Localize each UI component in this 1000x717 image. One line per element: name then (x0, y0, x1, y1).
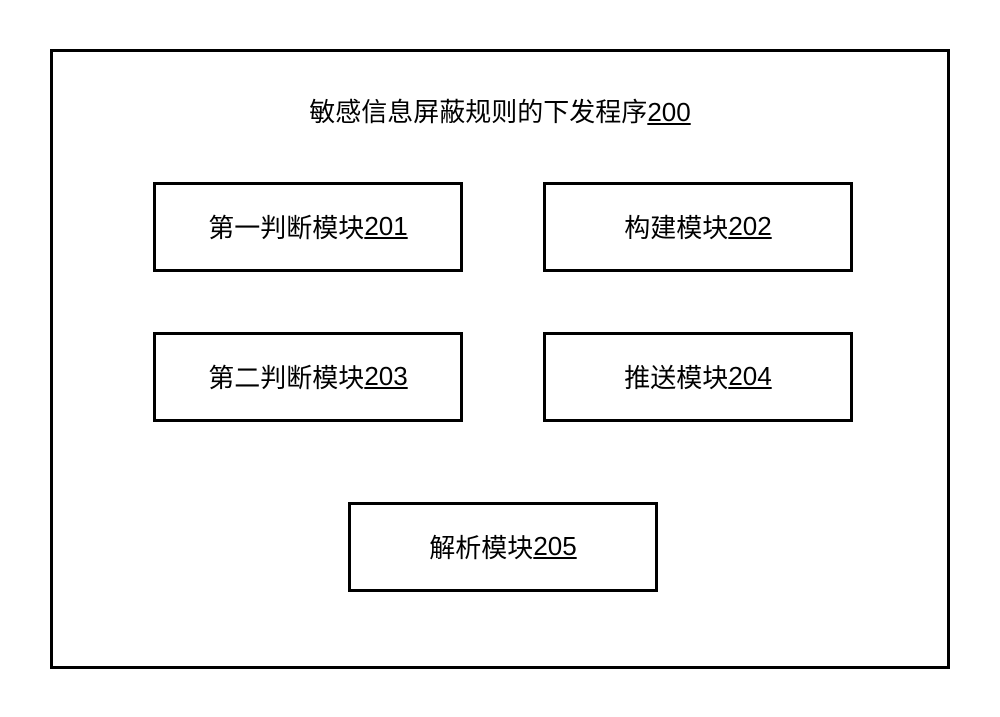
diagram-title-text: 敏感信息屏蔽规则的下发程序 (309, 97, 647, 127)
module-label: 第二判断模块 (208, 358, 364, 395)
module-number: 204 (728, 361, 771, 392)
module-label: 解析模块 (429, 528, 533, 565)
module-label: 第一判断模块 (208, 208, 364, 245)
diagram-title-row: 敏感信息屏蔽规则的下发程序200 (53, 92, 947, 129)
module-number: 205 (533, 531, 576, 562)
module-box: 构建模块 202 (543, 182, 853, 272)
module-box: 第一判断模块 201 (153, 182, 463, 272)
diagram-frame: 敏感信息屏蔽规则的下发程序200 第一判断模块 201 构建模块 202 第二判断模… (50, 49, 950, 669)
module-box: 推送模块 204 (543, 332, 853, 422)
diagram-title-number: 200 (647, 97, 690, 127)
module-number: 202 (728, 211, 771, 242)
module-label: 推送模块 (624, 358, 728, 395)
module-box: 解析模块 205 (348, 502, 658, 592)
module-number: 201 (364, 211, 407, 242)
module-box: 第二判断模块 203 (153, 332, 463, 422)
module-label: 构建模块 (624, 208, 728, 245)
module-number: 203 (364, 361, 407, 392)
